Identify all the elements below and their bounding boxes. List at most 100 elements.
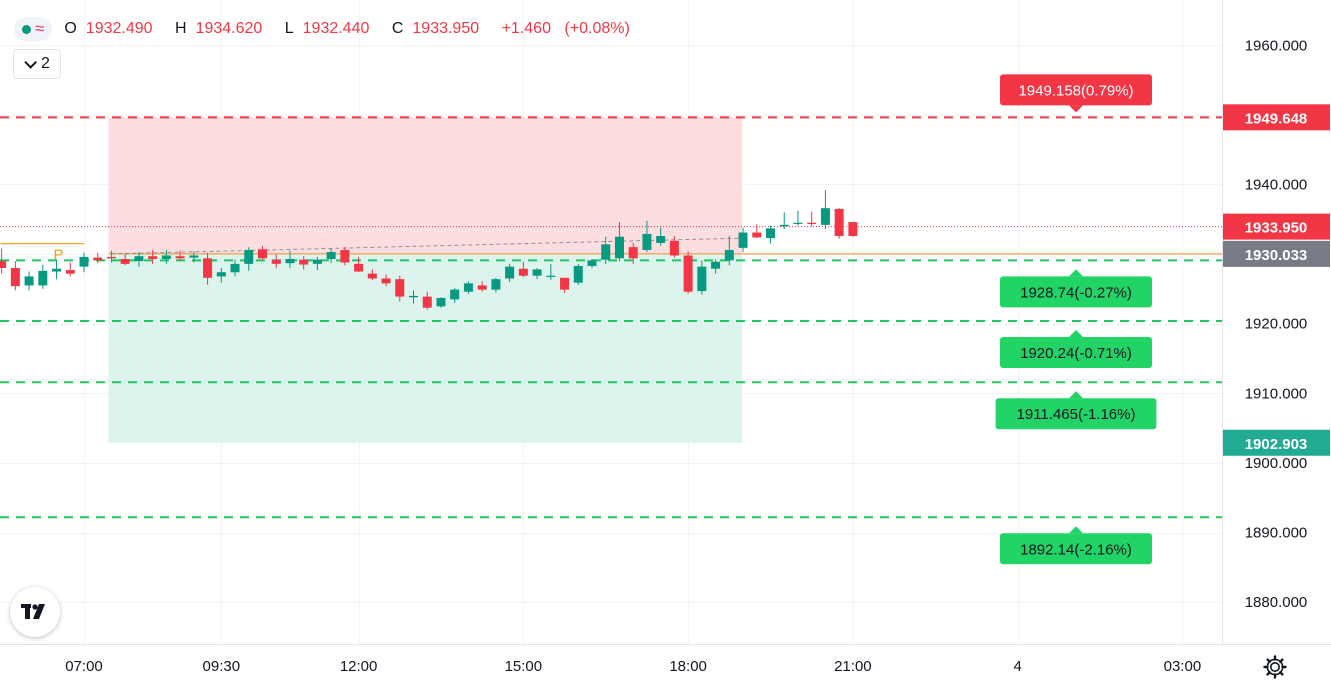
candle-body	[244, 249, 254, 264]
candle-body	[532, 269, 542, 276]
price-tag-box	[1223, 240, 1330, 267]
candles	[0, 190, 858, 310]
indicators-count: 2	[41, 55, 50, 72]
candle-body	[628, 247, 638, 259]
candle	[271, 254, 281, 269]
candle-body	[189, 255, 199, 258]
candle	[24, 271, 34, 291]
candle-body	[766, 228, 775, 239]
candle-body	[834, 208, 844, 237]
time-tick-label: 07:00	[65, 658, 103, 675]
candle-body	[381, 278, 391, 284]
candle	[697, 260, 707, 295]
candle	[409, 290, 419, 304]
candle	[65, 262, 75, 277]
settings-gear-icon[interactable]	[1262, 654, 1288, 680]
candle	[38, 264, 48, 289]
candle	[161, 249, 171, 264]
take-profit-zone	[108, 253, 743, 443]
level-label-text: 1911.465(-1.16%)	[1017, 406, 1136, 423]
candle	[614, 222, 624, 262]
candle-body	[148, 256, 158, 259]
candle	[587, 258, 597, 269]
price-tag-box	[1223, 104, 1330, 131]
chevron-down-icon	[24, 55, 38, 69]
candle-body	[436, 297, 446, 307]
level-label-box	[1000, 276, 1152, 308]
candle-body	[395, 279, 405, 297]
candle-body	[848, 222, 858, 237]
level-label-pointer	[1069, 105, 1083, 113]
candle-body	[409, 295, 419, 298]
status-dot-icon	[22, 24, 31, 34]
candle-body	[354, 263, 364, 272]
change-value: +1.460	[501, 20, 551, 37]
candle	[820, 190, 830, 230]
candle-body	[779, 224, 789, 227]
candle	[422, 291, 432, 310]
high-value: H 1934.620	[174, 20, 263, 37]
candle	[711, 259, 721, 274]
candle-body	[793, 222, 803, 224]
candle-body	[656, 236, 666, 243]
level-label-pointer	[1069, 526, 1083, 534]
ohlc-legend: ≈ O 1932.490 H 1934.620 L 1932.440 C 1933.95…	[14, 14, 639, 44]
candle-body	[175, 256, 185, 259]
time-tick-label: 12:00	[340, 658, 378, 675]
candle-body	[491, 279, 501, 290]
candle	[120, 254, 130, 266]
level-label-pointer	[1069, 391, 1083, 399]
price-tag: 1930.033	[1223, 240, 1330, 267]
change-percent: (+0.08%)	[564, 20, 630, 37]
pivot-label: P	[54, 247, 64, 264]
candle-body	[312, 259, 322, 264]
candle	[79, 252, 89, 273]
candle-body	[546, 275, 556, 277]
candle-body	[614, 236, 624, 259]
price-tag-text: 1949.648	[1245, 110, 1308, 127]
level-label: 1920.24(-0.71%)	[1000, 329, 1152, 368]
price-tag-box	[1223, 429, 1330, 456]
level-label-text: 1928.74(-0.27%)	[1020, 284, 1132, 301]
level-label-box	[1000, 336, 1152, 368]
price-tick-label: 1960.000	[1245, 37, 1308, 54]
candle	[724, 236, 734, 266]
price-tag: 1933.950	[1223, 213, 1330, 240]
price-tag-box	[1223, 213, 1330, 240]
level-label-pointer	[1069, 329, 1083, 337]
candle	[340, 247, 350, 266]
candle	[669, 236, 679, 258]
candle	[450, 288, 460, 303]
candle	[189, 251, 199, 263]
open-value: O 1932.490	[64, 20, 153, 37]
candle-body	[573, 265, 583, 283]
candle-body	[79, 256, 89, 267]
candle	[148, 249, 158, 264]
low-value: L 1932.440	[284, 20, 370, 37]
candle	[230, 259, 240, 277]
candle-body	[807, 222, 817, 224]
price-tick-label: 1900.000	[1245, 455, 1308, 472]
stop-loss-zone	[108, 117, 743, 254]
symbol-status[interactable]: ≈	[14, 17, 53, 41]
price-tag-text: 1902.903	[1245, 436, 1308, 453]
level-label-text: 1949.158(0.79%)	[1018, 82, 1133, 99]
candle-body	[326, 252, 336, 259]
candle-body	[299, 259, 309, 265]
level-label: 1892.14(-2.16%)	[1000, 526, 1152, 565]
tradingview-logo-icon[interactable]	[10, 587, 60, 637]
candle	[779, 212, 789, 230]
candle-body	[477, 285, 487, 290]
level-label-box	[1000, 74, 1152, 106]
time-tick-label: 03:00	[1164, 658, 1202, 675]
ohlc-values: O 1932.490 H 1934.620 L 1932.440 C 1933.950 …	[64, 20, 638, 38]
candle	[52, 259, 62, 280]
candle	[134, 252, 144, 267]
indicators-toggle-button[interactable]: 2	[13, 49, 61, 79]
candle-body	[24, 276, 34, 286]
price-tag-text: 1930.033	[1245, 247, 1308, 264]
price-tag-text: 1933.950	[1245, 220, 1308, 237]
candle-body	[367, 273, 377, 279]
candle	[573, 263, 583, 285]
